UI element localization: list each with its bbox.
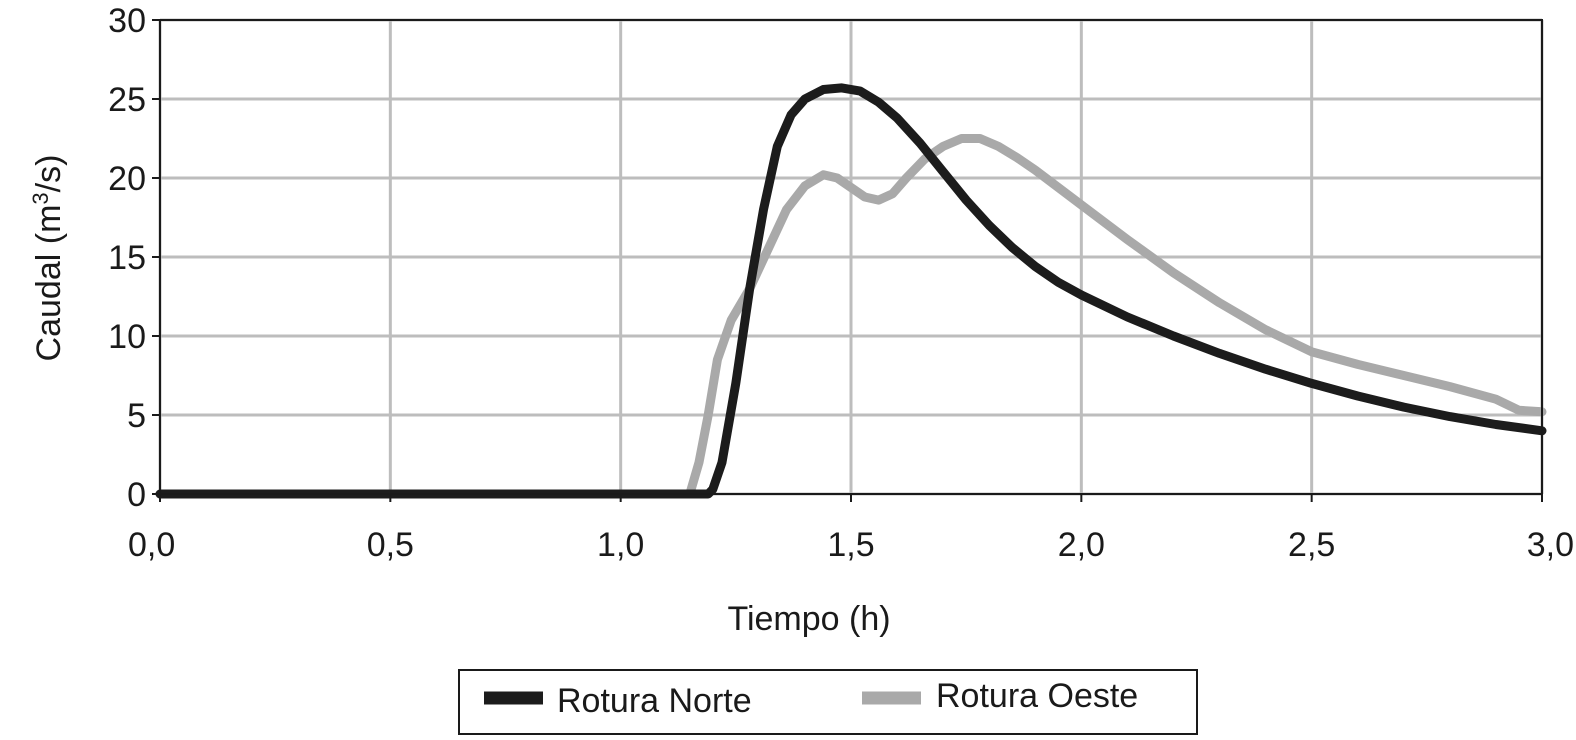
- y-tick-label: 10: [108, 318, 146, 356]
- y-axis-title-sup: 3: [28, 192, 53, 204]
- series-line-rotura-norte: [155, 83, 1547, 499]
- x-tick-label: 0,0: [128, 526, 175, 564]
- y-axis-title-main: Caudal (m: [30, 205, 68, 362]
- legend-label-rotura-oeste: Rotura Oeste: [936, 677, 1138, 715]
- x-tick-label: 1,0: [597, 526, 644, 564]
- x-tick-label: 2,0: [1058, 526, 1105, 564]
- x-tick-label: 0,5: [367, 526, 414, 564]
- y-tick-label: 5: [127, 397, 146, 435]
- axis-ticks: 0,0 0,5 1,0 1,5 2,0 2,5 3,0 0 5 10 15 20 25 30: [108, 2, 1574, 564]
- legend-box: [458, 669, 1198, 735]
- legend-label-rotura-norte: Rotura Norte: [557, 682, 752, 720]
- series-line-rotura-oeste: [155, 134, 1547, 499]
- y-tick-label: 0: [127, 476, 146, 514]
- y-tick-label: 15: [108, 239, 146, 277]
- y-tick-label: 20: [108, 160, 146, 198]
- x-tick-label: 1,5: [827, 526, 874, 564]
- legend: Rotura Norte Rotura Oeste: [458, 669, 1198, 735]
- y-tick-label: 25: [108, 81, 146, 119]
- y-axis-title: Caudal (m3/s): [28, 155, 68, 362]
- x-axis-title: Tiempo (h): [727, 600, 890, 638]
- y-axis-title-end: /s): [30, 155, 68, 193]
- series-lines: [155, 83, 1547, 499]
- x-tick-label: 2,5: [1288, 526, 1335, 564]
- x-tick-label: 3,0: [1527, 526, 1574, 564]
- y-tick-label: 30: [108, 2, 146, 40]
